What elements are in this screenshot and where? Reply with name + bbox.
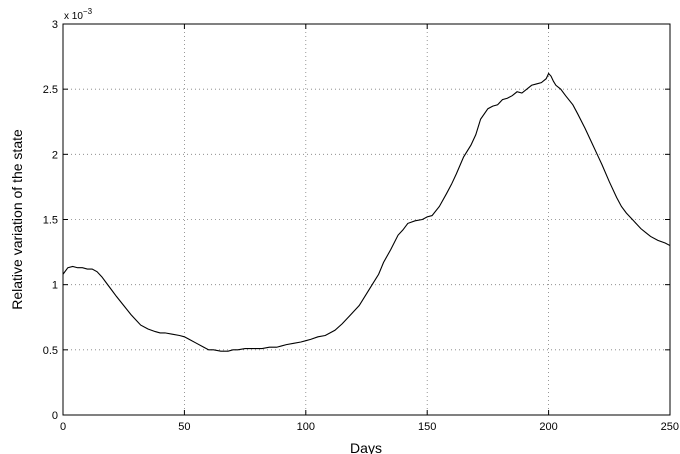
x-axis-title: Days: [350, 440, 382, 454]
grid-lines: [63, 24, 670, 415]
x-tick-label: 250: [661, 421, 679, 433]
x-tick-label: 150: [418, 421, 436, 433]
x-tick-label: 0: [60, 421, 66, 433]
y-tick-label: 2.5: [43, 84, 58, 96]
y-axis-multiplier-base: x 10: [64, 11, 83, 22]
axis-ticks: 0 50 100 150 200 250 0 0.5 1 1.5 2 2.5 3: [43, 19, 679, 433]
y-axis-title: Relative variation of the state: [9, 129, 25, 310]
series-line: [62, 72, 671, 352]
y-tick-label: 1.5: [43, 215, 58, 227]
y-axis-multiplier-exponent: −3: [83, 7, 93, 16]
x-tick-label: 200: [539, 421, 557, 433]
y-tick-label: 0.5: [43, 345, 58, 357]
y-tick-label: 3: [52, 19, 58, 31]
x-tick-label: 100: [297, 421, 315, 433]
x-tick-label: 50: [178, 421, 190, 433]
y-axis-multiplier: x 10−3: [64, 7, 93, 22]
y-tick-label: 0: [52, 410, 58, 422]
plot-frame: [62, 23, 671, 416]
y-tick-label: 2: [52, 149, 58, 161]
y-tick-label: 1: [52, 280, 58, 292]
